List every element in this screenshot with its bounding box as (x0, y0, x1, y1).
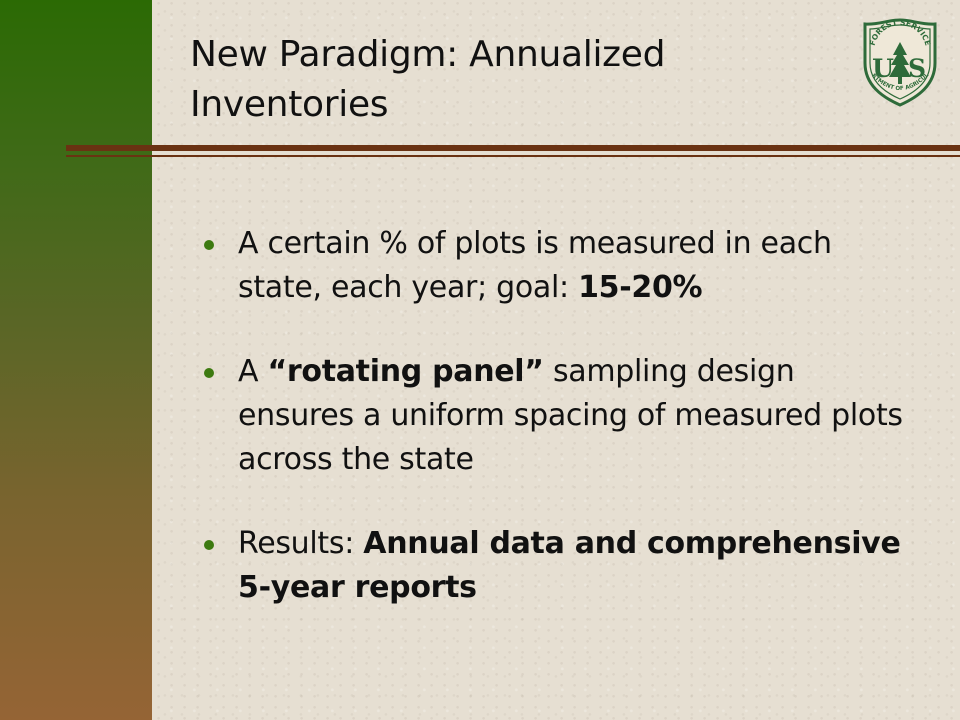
bullet-dot-icon (204, 368, 214, 378)
bullet-emphasis: “rotating panel” (267, 354, 544, 389)
pine-tree-icon (889, 42, 911, 84)
left-gradient-bar (0, 0, 152, 720)
title-divider-thin (66, 155, 960, 157)
bullet-item: Results: Annual data and comprehensive 5… (198, 522, 918, 610)
bullet-text: Results: (238, 526, 364, 561)
bullet-item: A certain % of plots is measured in each… (198, 222, 918, 310)
bullet-dot-icon (204, 540, 214, 550)
bullet-item: A “rotating panel” sampling design ensur… (198, 350, 918, 482)
bullet-text: A (238, 354, 268, 389)
logo-letter-u: U (872, 54, 894, 83)
title-divider-thick (66, 145, 960, 151)
bullet-list: A certain % of plots is measured in each… (198, 222, 918, 610)
bullet-emphasis: Annual data and comprehensive 5-year rep… (238, 526, 901, 605)
usda-forest-service-shield-icon: FOREST SERVICE U S DEPARTMENT OF AGRICUL… (858, 17, 937, 107)
bullet-emphasis: 15-20% (578, 270, 703, 305)
bullet-dot-icon (204, 240, 214, 250)
slide-title: New Paradigm: Annualized Inventories (190, 34, 666, 125)
logo-letter-s: S (908, 54, 926, 83)
bullet-text: sampling design ensures a uniform spacin… (238, 354, 903, 477)
bullet-text: A certain % of plots is measured in each… (238, 226, 832, 305)
